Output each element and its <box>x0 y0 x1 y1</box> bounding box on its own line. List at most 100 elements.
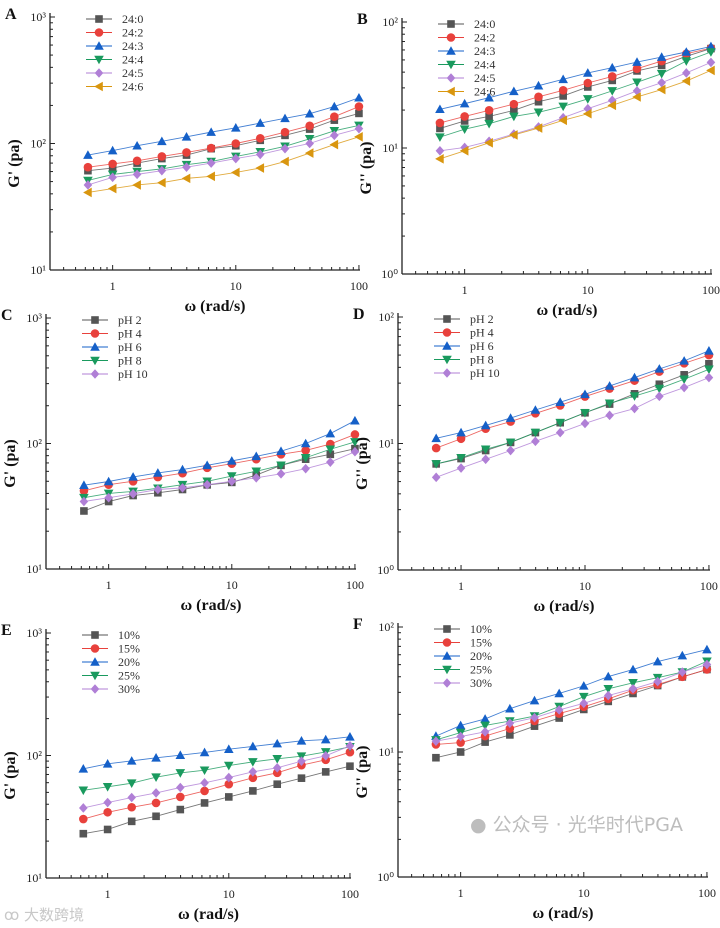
y-tick-label: 10⁰ <box>377 563 394 577</box>
series-24-0 <box>84 109 363 175</box>
legend-label: pH 6 <box>470 339 494 353</box>
data-point <box>531 436 540 447</box>
data-point <box>248 767 258 777</box>
series-line <box>87 106 360 168</box>
data-point <box>280 156 289 167</box>
data-point <box>578 692 589 702</box>
data-point <box>678 667 687 677</box>
legend-marker <box>442 328 452 337</box>
data-point <box>176 792 185 802</box>
data-point <box>346 762 354 770</box>
data-point <box>456 738 465 747</box>
data-point <box>206 171 215 182</box>
y-axis-label: G' (pa) <box>6 139 23 187</box>
data-point <box>558 115 567 126</box>
data-point <box>632 57 642 66</box>
data-point <box>200 786 209 796</box>
panel-letter: E <box>1 622 12 639</box>
data-point <box>554 688 564 698</box>
panel-letter: D <box>353 306 365 323</box>
series-line <box>87 97 360 156</box>
data-point <box>431 460 441 469</box>
data-point <box>558 74 568 84</box>
x-axis-label: ω (rad/s) <box>532 905 593 922</box>
data-point <box>583 78 593 88</box>
data-point <box>655 391 664 402</box>
series-pH-8 <box>431 365 714 469</box>
legend-label: 25% <box>470 663 492 677</box>
data-point <box>108 159 117 169</box>
data-point <box>558 86 568 95</box>
series-line <box>436 377 710 478</box>
x-tick-label: 100 <box>702 283 720 297</box>
data-point <box>251 451 262 461</box>
data-point <box>460 117 469 125</box>
data-point <box>555 427 565 438</box>
data-point <box>533 108 544 118</box>
data-point <box>175 750 186 759</box>
data-point <box>330 112 339 121</box>
data-point <box>301 463 310 474</box>
legend-label: pH 8 <box>470 353 494 367</box>
data-point <box>583 103 593 114</box>
data-point <box>431 472 441 483</box>
watermark-left: ꝏ 大数跨境 <box>4 904 84 925</box>
data-point <box>206 127 216 136</box>
legend-marker <box>442 665 452 675</box>
data-point <box>83 150 93 159</box>
series-30- <box>79 741 355 813</box>
series-line <box>83 441 356 499</box>
data-point <box>200 799 209 807</box>
legend-label: 24:2 <box>474 31 495 45</box>
data-point <box>605 410 614 421</box>
data-point <box>273 780 282 789</box>
data-point <box>607 100 617 111</box>
data-point <box>354 102 364 111</box>
legend-marker <box>94 41 104 50</box>
legend-label: 20% <box>470 649 492 663</box>
data-point <box>679 382 689 393</box>
legend-label: 24:6 <box>122 80 143 94</box>
data-point <box>530 428 541 438</box>
series-30- <box>431 659 712 747</box>
data-point <box>103 807 112 817</box>
data-point <box>354 131 363 142</box>
data-point <box>456 731 465 742</box>
data-point <box>632 64 642 73</box>
data-point <box>481 738 489 746</box>
data-point <box>436 124 444 133</box>
x-axis-label: ω (rad/s) <box>180 597 241 614</box>
series-line <box>436 350 710 439</box>
legend-marker <box>90 329 100 338</box>
data-point <box>678 672 687 682</box>
legend-label: 24:3 <box>122 39 143 53</box>
data-point <box>251 472 261 483</box>
data-point <box>656 69 667 79</box>
data-point <box>657 77 666 88</box>
data-point <box>654 364 665 373</box>
y-tick-label: 10³ <box>30 10 46 24</box>
data-point <box>300 453 311 463</box>
series-24-6 <box>83 131 363 198</box>
x-tick-label: 10 <box>582 283 594 297</box>
data-point <box>629 392 640 401</box>
y-tick-label: 10³ <box>26 626 42 640</box>
data-point <box>435 104 445 114</box>
data-point <box>231 139 241 148</box>
data-point <box>272 738 283 748</box>
data-point <box>456 427 466 437</box>
data-point <box>80 507 88 515</box>
data-point <box>431 736 441 747</box>
y-tick-label: 10³ <box>26 311 42 325</box>
data-point <box>181 173 191 184</box>
data-point <box>534 92 543 102</box>
series-24-3 <box>83 92 364 159</box>
legend-label: pH 10 <box>118 367 148 381</box>
x-tick-label: 1 <box>458 886 464 900</box>
series-pH-10 <box>431 372 714 483</box>
data-point <box>276 469 286 479</box>
data-point <box>607 72 617 81</box>
legend-marker <box>90 657 100 666</box>
data-point <box>276 461 286 471</box>
data-point <box>176 805 185 814</box>
